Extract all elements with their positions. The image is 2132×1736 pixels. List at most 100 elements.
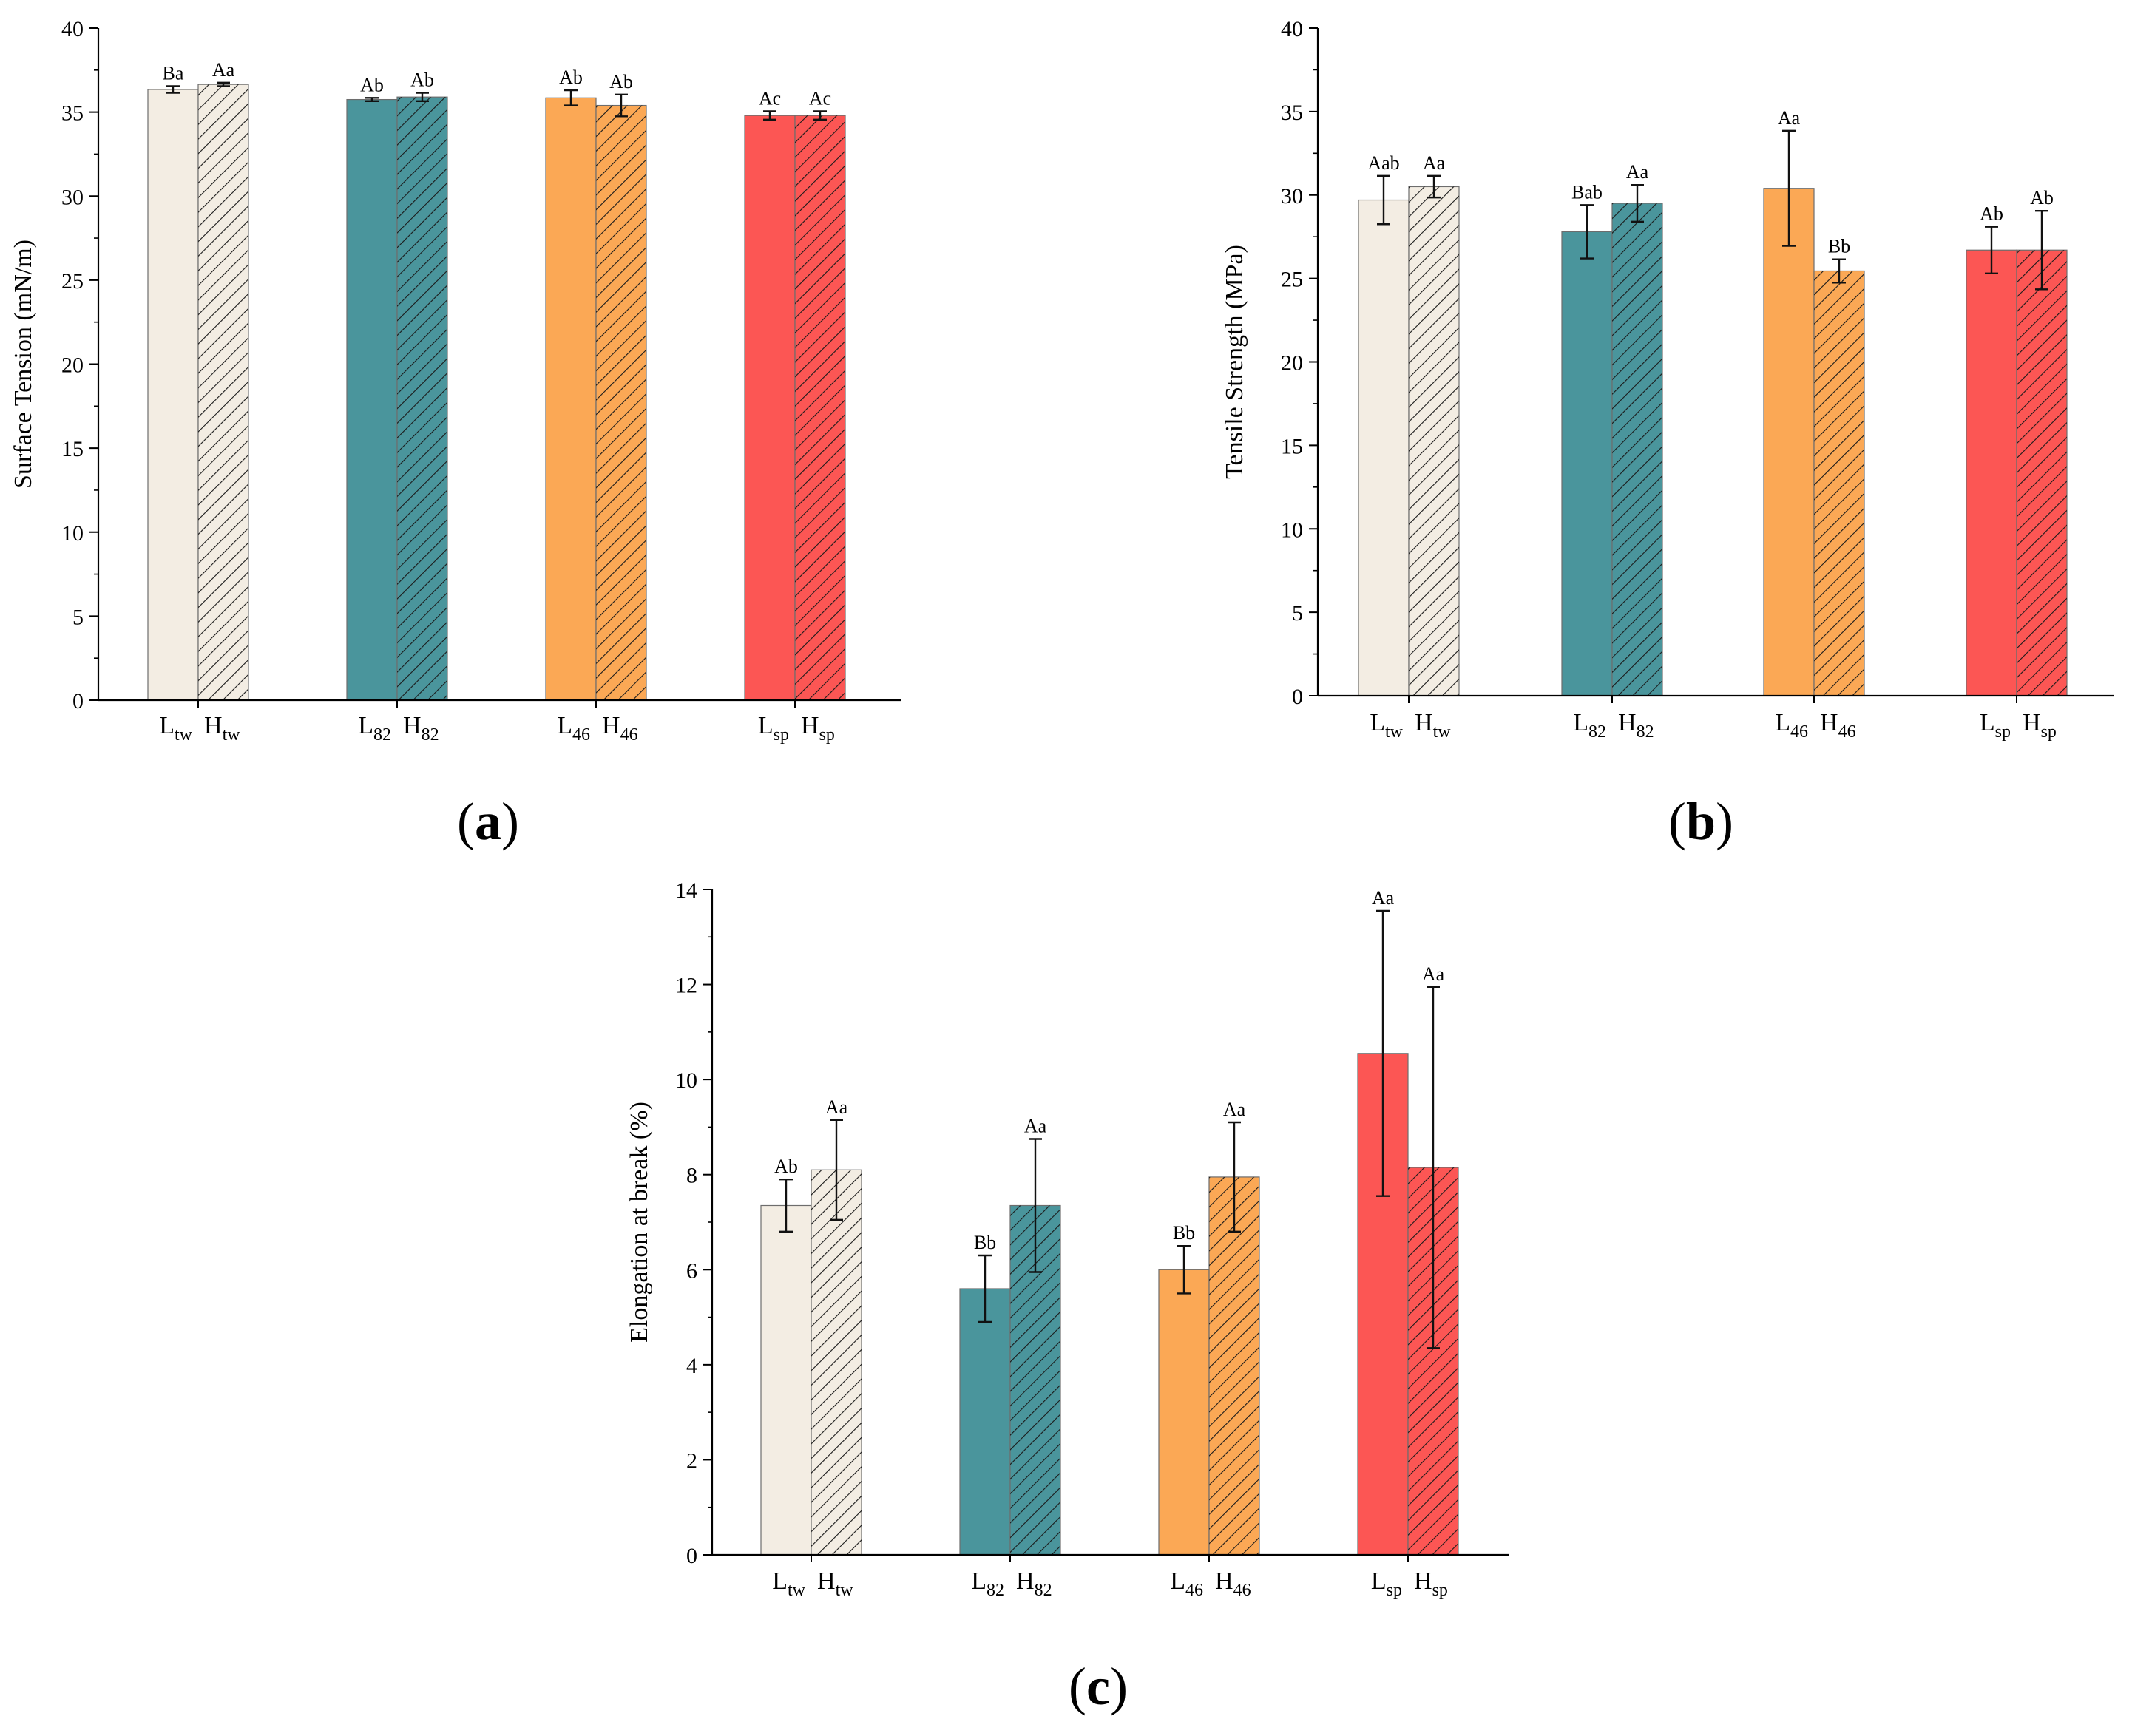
category-label-a-l-tw: Ltw: [159, 712, 192, 745]
category-label-c-h-82: H82: [1016, 1567, 1052, 1600]
y-axis-label-c: Elongation at break (%): [626, 1102, 653, 1343]
bar-a-sp-h-significance-label: Ac: [809, 87, 831, 109]
category-label-c-h-sp: Hsp: [1414, 1567, 1448, 1600]
category-label-a-h-82: H82: [403, 712, 439, 745]
bar-b-sp-l: [1966, 249, 2017, 696]
category-label-a-h-tw: Htw: [204, 712, 240, 745]
y-tick-label-c-2: 2: [686, 1448, 697, 1473]
category-label-a-l-82: L82: [358, 712, 391, 745]
category-label-c-l-82: L82: [971, 1567, 1004, 1600]
bar-c-82-l-significance-label: Bb: [974, 1232, 996, 1253]
bar-a-tw-h-hatch: [198, 84, 248, 700]
category-label-a-h-sp: Hsp: [801, 712, 835, 745]
category-label-c-h-46: H46: [1215, 1567, 1251, 1600]
chart-tensile-strength: Aab Aa Ltw Htw Bab Aa L82 H82 Aa Bb L46 H46 Ab Ab Lsp H…: [1221, 17, 2114, 742]
category-label-b-l-82: L82: [1573, 709, 1606, 742]
bar-c-sp-h-significance-label: Aa: [1422, 963, 1445, 985]
bar-a-82-h-significance-label: Ab: [410, 69, 434, 90]
y-tick-label-a-0: 0: [72, 689, 84, 713]
category-label-b-h-46: H46: [1820, 709, 1856, 742]
y-tick-label-b-0: 0: [1292, 685, 1303, 709]
y-tick-label-a-15: 15: [61, 437, 84, 461]
panel-label-c: (c): [1069, 1657, 1128, 1716]
y-tick-label-a-25: 25: [61, 269, 84, 294]
y-tick-label-c-12: 12: [675, 974, 697, 998]
bar-a-46-l: [545, 97, 597, 701]
y-tick-label-a-5: 5: [72, 605, 84, 629]
bar-a-82-h-hatch: [397, 97, 447, 701]
category-label-c-h-tw: Htw: [817, 1567, 853, 1600]
bar-b-46-h-significance-label: Bb: [1828, 236, 1850, 257]
y-tick-label-a-30: 30: [61, 185, 84, 209]
y-tick-label-b-40: 40: [1281, 17, 1303, 41]
bar-b-82-l-significance-label: Bab: [1571, 181, 1603, 203]
y-tick-label-c-14: 14: [675, 878, 697, 903]
category-label-a-l-sp: Lsp: [758, 712, 789, 745]
y-tick-label-c-0: 0: [686, 1544, 697, 1568]
bar-a-82-l-significance-label: Ab: [360, 74, 384, 95]
bar-b-tw-h-significance-label: Aa: [1423, 152, 1446, 174]
bar-a-sp-h-hatch: [795, 115, 845, 701]
bar-b-82-l: [1561, 231, 1613, 696]
y-tick-label-c-8: 8: [686, 1164, 697, 1188]
bar-a-sp-l: [744, 115, 796, 701]
bar-b-82-h-hatch: [1612, 203, 1662, 696]
bar-b-46-l-significance-label: Aa: [1778, 107, 1801, 129]
bar-a-82-l: [346, 98, 398, 701]
bar-c-tw-h-hatch: [811, 1170, 862, 1555]
category-label-b-l-tw: Ltw: [1370, 709, 1403, 742]
y-tick-label-c-4: 4: [686, 1354, 697, 1378]
category-label-a-h-46: H46: [602, 712, 638, 745]
bar-b-sp-h-hatch: [2017, 250, 2067, 696]
panel-label-b: (b): [1668, 792, 1734, 851]
bar-a-sp-l-significance-label: Ac: [759, 87, 781, 109]
y-tick-label-a-10: 10: [61, 521, 84, 546]
chart-surface-tension: Ba Aa Ltw Htw Ab Ab L82 H82 Ab Ab L46 H46 Ac Ac Lsp Hsp…: [10, 17, 901, 745]
y-tick-label-b-5: 5: [1292, 601, 1303, 625]
bar-b-46-h-hatch: [1814, 271, 1864, 696]
bar-b-46-l: [1763, 188, 1815, 696]
bar-a-46-l-significance-label: Ab: [559, 67, 583, 88]
bar-b-tw-l-significance-label: Aab: [1367, 152, 1399, 174]
bar-c-tw-l: [760, 1204, 812, 1556]
category-label-c-l-sp: Lsp: [1371, 1567, 1402, 1600]
bar-b-tw-h-hatch: [1409, 186, 1459, 696]
y-tick-label-b-35: 35: [1281, 101, 1303, 125]
bar-c-tw-h-significance-label: Aa: [825, 1096, 848, 1118]
bar-a-tw-h-significance-label: Aa: [212, 59, 235, 81]
bar-c-sp-l-significance-label: Aa: [1372, 887, 1395, 909]
chart-elongation-at-break: Ab Aa Ltw Htw Bb Aa L82 H82 Bb Aa L46 H46 Aa Aa Lsp Hsp…: [626, 878, 1509, 1600]
bar-c-46-h-significance-label: Aa: [1223, 1099, 1246, 1120]
bar-c-46-l: [1158, 1269, 1210, 1556]
y-tick-label-b-20: 20: [1281, 351, 1303, 376]
category-label-c-l-46: L46: [1170, 1567, 1203, 1600]
bar-c-tw-l-significance-label: Ab: [774, 1156, 798, 1177]
y-axis-label-b: Tensile Strength (MPa): [1221, 245, 1248, 479]
y-tick-label-b-10: 10: [1281, 518, 1303, 542]
bar-b-sp-h-significance-label: Ab: [2030, 187, 2054, 208]
category-label-b-h-tw: Htw: [1415, 709, 1451, 742]
bar-a-tw-l-significance-label: Ba: [163, 62, 184, 84]
bar-a-46-h-hatch: [596, 105, 646, 700]
bar-c-46-l-significance-label: Bb: [1173, 1222, 1195, 1244]
y-tick-label-a-35: 35: [61, 101, 84, 126]
y-tick-label-b-25: 25: [1281, 268, 1303, 292]
category-label-b-l-46: L46: [1775, 709, 1808, 742]
y-tick-label-a-20: 20: [61, 353, 84, 378]
y-tick-label-a-40: 40: [61, 17, 84, 41]
bar-b-82-h-significance-label: Aa: [1626, 161, 1649, 183]
bar-c-82-h-significance-label: Aa: [1024, 1116, 1047, 1137]
bar-c-82-l: [959, 1288, 1011, 1556]
category-label-b-h-sp: Hsp: [2023, 709, 2057, 742]
y-tick-label-c-10: 10: [675, 1068, 697, 1093]
category-label-c-l-tw: Ltw: [772, 1567, 805, 1600]
y-tick-label-b-30: 30: [1281, 184, 1303, 208]
category-label-a-l-46: L46: [557, 712, 590, 745]
bar-b-sp-l-significance-label: Ab: [1980, 203, 2003, 225]
bar-a-46-h-significance-label: Ab: [609, 71, 633, 92]
bar-c-46-h-hatch: [1209, 1176, 1259, 1555]
category-label-b-h-82: H82: [1618, 709, 1654, 742]
y-tick-label-b-15: 15: [1281, 434, 1303, 458]
bar-b-tw-l: [1358, 199, 1410, 696]
